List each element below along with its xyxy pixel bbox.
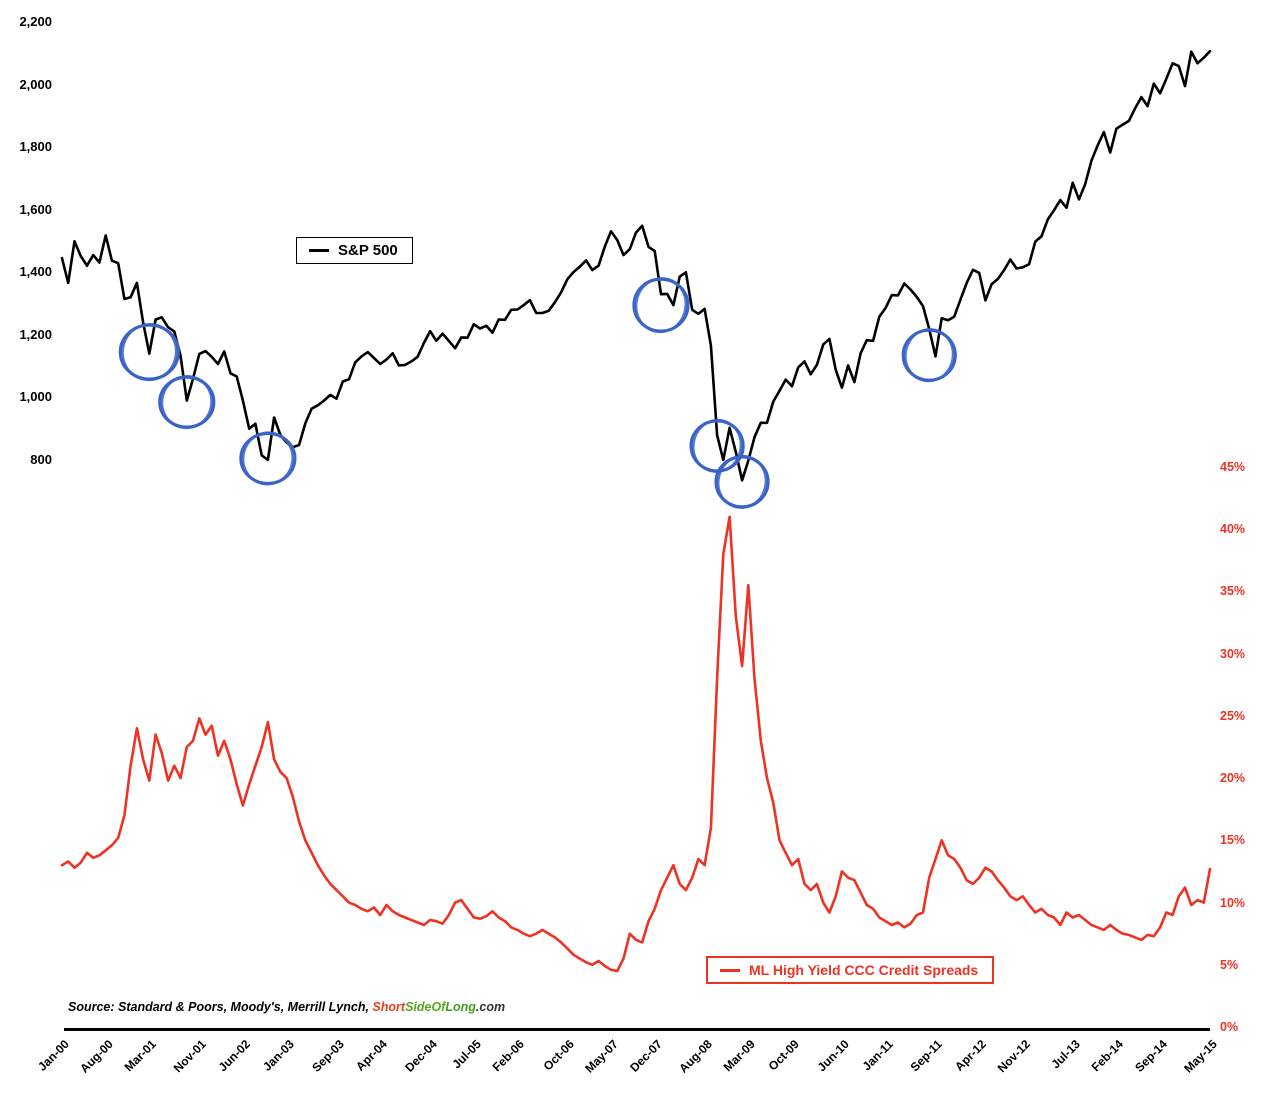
- left-axis-tick-label: 800: [30, 452, 52, 467]
- annotation-circle-stroke: [635, 277, 687, 334]
- left-axis-tick-label: 1,200: [19, 326, 52, 342]
- source-credit-part: Short: [372, 1000, 406, 1014]
- left-axis-tick-label: 1,600: [19, 201, 52, 217]
- annotation-circle-stroke: [121, 323, 178, 382]
- annotation-circle-stroke: [161, 375, 213, 430]
- source-credit-part: Long: [445, 1000, 476, 1014]
- right-axis-tick-label: 35%: [1220, 584, 1246, 599]
- source-credit-part: Source: Standard & Poors, Moody's, Merri…: [68, 1000, 373, 1014]
- legend-sp500: S&P 500: [296, 237, 413, 264]
- left-axis-tick-label: 1,000: [19, 389, 52, 405]
- sp500-line: [60, 49, 1212, 482]
- annotation-circle-stroke: [242, 431, 294, 486]
- left-axis-tick-label: 1,800: [19, 139, 52, 155]
- source-credit-part: SideOf: [405, 1000, 446, 1014]
- right-axis-tick-label: 0%: [1220, 1020, 1239, 1034]
- source-credit-part: .com: [475, 1000, 506, 1014]
- right-axis-tick-label: 10%: [1220, 895, 1246, 910]
- credit-spreads-line-swatch-icon: [720, 968, 740, 972]
- left-axis-tick-label: 2,000: [19, 76, 52, 92]
- right-axis-tick-label: 25%: [1220, 708, 1246, 723]
- right-axis-tick-label: 40%: [1220, 522, 1246, 537]
- annotation-circle-stroke: [692, 418, 742, 473]
- legend-credit-spreads: ML High Yield CCC Credit Spreads: [706, 956, 995, 984]
- left-axis-tick-label: 1,400: [19, 264, 52, 280]
- right-axis-tick-label: 20%: [1220, 771, 1246, 786]
- annotation-circle-stroke: [717, 454, 767, 509]
- sp500-line-swatch-icon: [309, 249, 329, 252]
- right-axis-tick-label: 5%: [1220, 957, 1239, 972]
- legend-credit-spreads-label: ML High Yield CCC Credit Spreads: [749, 962, 979, 978]
- annotation-circle-stroke: [904, 328, 954, 383]
- legend-sp500-label: S&P 500: [338, 242, 398, 259]
- credit-spreads-line: [60, 515, 1212, 973]
- right-axis-tick-label: 45%: [1220, 460, 1246, 474]
- x-axis-line: [64, 1028, 1210, 1031]
- source-credit: Source: Standard & Poors, Moody's, Merri…: [68, 1000, 505, 1014]
- right-axis-tick-label: 15%: [1220, 833, 1246, 848]
- left-axis-tick-label: 2,200: [19, 14, 52, 29]
- right-axis-tick-label: 30%: [1220, 646, 1246, 661]
